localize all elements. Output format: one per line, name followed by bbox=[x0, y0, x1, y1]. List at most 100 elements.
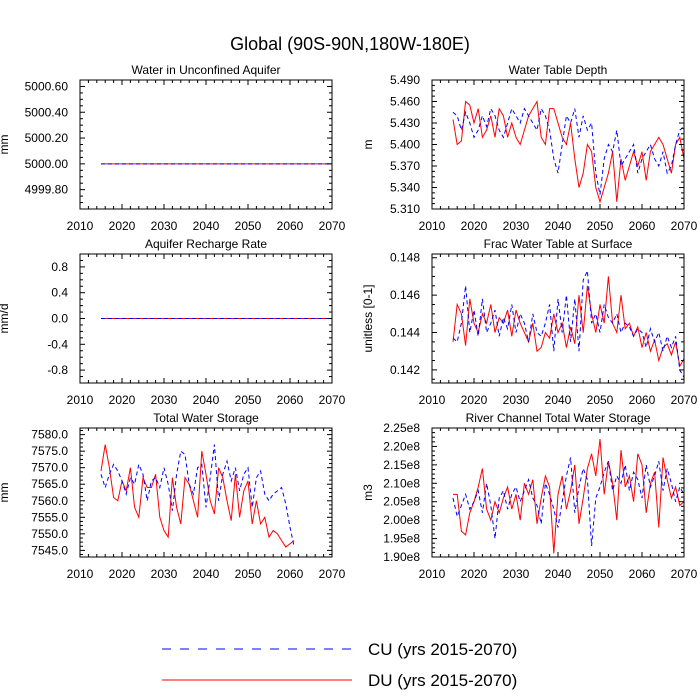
x-tick-label: 2030 bbox=[503, 567, 530, 581]
panel-title: River Channel Total Water Storage bbox=[466, 411, 651, 425]
y-axis-label: mm/d bbox=[0, 304, 11, 334]
y-axis-label: mm bbox=[0, 135, 11, 155]
legend-label-cu: CU (yrs 2015-2070) bbox=[368, 640, 517, 659]
x-tick-label: 2060 bbox=[629, 567, 656, 581]
panel-frac-water-table-at-surface: Frac Water Table at Surface 2010 2020 2030 2… bbox=[361, 237, 698, 407]
y-tick-label: 5.400 bbox=[390, 138, 420, 152]
panel-total-water-storage: Total Water Storage 2010 2020 2030 2040 2050 2… bbox=[0, 411, 346, 581]
y-tick-label: 7555.0 bbox=[31, 510, 68, 524]
panel-water-table-depth: Water Table Depth 2010 2020 2030 2040 2050 206… bbox=[361, 63, 698, 233]
panel-title: Aquifer Recharge Rate bbox=[145, 237, 267, 251]
panels: Water in Unconfined Aquifer 2010 2020 2030 2… bbox=[0, 63, 698, 581]
y-axis-label: mm bbox=[0, 483, 11, 503]
y-tick-label: 2.25e8 bbox=[383, 421, 420, 435]
series-line-du bbox=[100, 444, 295, 548]
panel-title: Water Table Depth bbox=[509, 63, 608, 77]
x-tick-label: 2020 bbox=[461, 567, 488, 581]
x-tick-label: 2040 bbox=[545, 393, 572, 407]
x-tick-label: 2010 bbox=[67, 393, 94, 407]
x-tick-label: 2030 bbox=[151, 219, 178, 233]
x-tick-label: 2050 bbox=[235, 393, 262, 407]
x-tick-label: 2050 bbox=[587, 567, 614, 581]
x-tick-label: 2060 bbox=[629, 219, 656, 233]
y-tick-label: 7570.0 bbox=[31, 461, 68, 475]
x-tick-label: 2030 bbox=[151, 393, 178, 407]
x-tick-label: 2040 bbox=[545, 567, 572, 581]
legend: CU (yrs 2015-2070) DU (yrs 2015-2070) bbox=[162, 640, 517, 690]
y-tick-label: -0.4 bbox=[47, 337, 68, 351]
panel-title: Water in Unconfined Aquifer bbox=[132, 63, 281, 77]
panel-title: Total Water Storage bbox=[153, 411, 259, 425]
x-tick-label: 2070 bbox=[671, 219, 698, 233]
x-tick-label: 2030 bbox=[151, 567, 178, 581]
y-tick-label: 0.8 bbox=[51, 260, 68, 274]
y-tick-label: 2.20e8 bbox=[383, 439, 420, 453]
y-tick-label: 7545.0 bbox=[31, 543, 68, 557]
series-line-du bbox=[452, 276, 684, 368]
y-tick-label: 5000.40 bbox=[25, 105, 69, 119]
series-line-cu bbox=[100, 444, 295, 548]
y-tick-label: 2.15e8 bbox=[383, 458, 420, 472]
x-tick-label: 2060 bbox=[277, 567, 304, 581]
x-tick-label: 2010 bbox=[419, 219, 446, 233]
y-tick-label: 1.90e8 bbox=[383, 550, 420, 564]
plot-frame bbox=[79, 79, 333, 210]
y-tick-label: 5000.20 bbox=[25, 131, 69, 145]
x-tick-label: 2040 bbox=[545, 219, 572, 233]
y-tick-label: 4999.80 bbox=[25, 183, 69, 197]
series-line-cu bbox=[452, 457, 684, 546]
x-tick-label: 2040 bbox=[193, 567, 220, 581]
x-tick-label: 2020 bbox=[109, 219, 136, 233]
x-tick-label: 2070 bbox=[319, 567, 346, 581]
y-tick-label: 1.95e8 bbox=[383, 532, 420, 546]
x-tick-label: 2030 bbox=[503, 393, 530, 407]
y-tick-label: 7575.0 bbox=[31, 444, 68, 458]
x-tick-label: 2050 bbox=[235, 219, 262, 233]
y-tick-label: 7560.0 bbox=[31, 494, 68, 508]
y-axis-label: unitless [0-1] bbox=[361, 284, 375, 352]
y-axis-label: m3 bbox=[361, 484, 375, 501]
x-tick-label: 2040 bbox=[193, 219, 220, 233]
x-tick-label: 2060 bbox=[629, 393, 656, 407]
y-axis-label: m bbox=[361, 140, 375, 150]
x-tick-label: 2070 bbox=[671, 567, 698, 581]
x-tick-label: 2040 bbox=[193, 393, 220, 407]
x-tick-label: 2070 bbox=[671, 393, 698, 407]
x-tick-label: 2060 bbox=[277, 393, 304, 407]
panel-title: Frac Water Table at Surface bbox=[484, 237, 633, 251]
x-tick-label: 2050 bbox=[587, 219, 614, 233]
y-tick-label: 0.142 bbox=[390, 363, 420, 377]
y-tick-label: 7565.0 bbox=[31, 477, 68, 491]
y-tick-label: 2.10e8 bbox=[383, 476, 420, 490]
y-tick-label: 5.340 bbox=[390, 181, 420, 195]
x-tick-label: 2020 bbox=[461, 393, 488, 407]
x-tick-label: 2020 bbox=[461, 219, 488, 233]
series-group bbox=[100, 444, 295, 548]
series-line-du bbox=[453, 439, 684, 554]
x-tick-label: 2070 bbox=[319, 393, 346, 407]
series-group bbox=[452, 99, 684, 204]
y-tick-label: 5.490 bbox=[390, 73, 420, 87]
x-tick-label: 2030 bbox=[503, 219, 530, 233]
x-tick-label: 2010 bbox=[419, 393, 446, 407]
y-tick-label: 5000.60 bbox=[25, 79, 69, 93]
y-tick-label: -0.8 bbox=[47, 363, 68, 377]
panel-water-in-unconfined-aquifer: Water in Unconfined Aquifer 2010 2020 2030 2… bbox=[0, 63, 346, 233]
y-tick-label: 5.310 bbox=[390, 202, 420, 216]
x-tick-label: 2060 bbox=[277, 219, 304, 233]
y-tick-label: 2.00e8 bbox=[383, 513, 420, 527]
y-tick-label: 5000.00 bbox=[25, 157, 69, 171]
y-tick-label: 0.144 bbox=[390, 326, 420, 340]
series-group bbox=[452, 439, 684, 554]
figure-title: Global (90S-90N,180W-180E) bbox=[230, 34, 470, 54]
x-tick-label: 2050 bbox=[235, 567, 262, 581]
x-tick-label: 2050 bbox=[587, 393, 614, 407]
y-tick-label: 2.05e8 bbox=[383, 495, 420, 509]
y-tick-label: 5.370 bbox=[390, 159, 420, 173]
y-tick-label: 7550.0 bbox=[31, 527, 68, 541]
x-tick-label: 2070 bbox=[319, 219, 346, 233]
series-line-cu bbox=[452, 270, 684, 378]
series-line-du bbox=[452, 99, 684, 204]
y-tick-label: 0.4 bbox=[51, 286, 68, 300]
